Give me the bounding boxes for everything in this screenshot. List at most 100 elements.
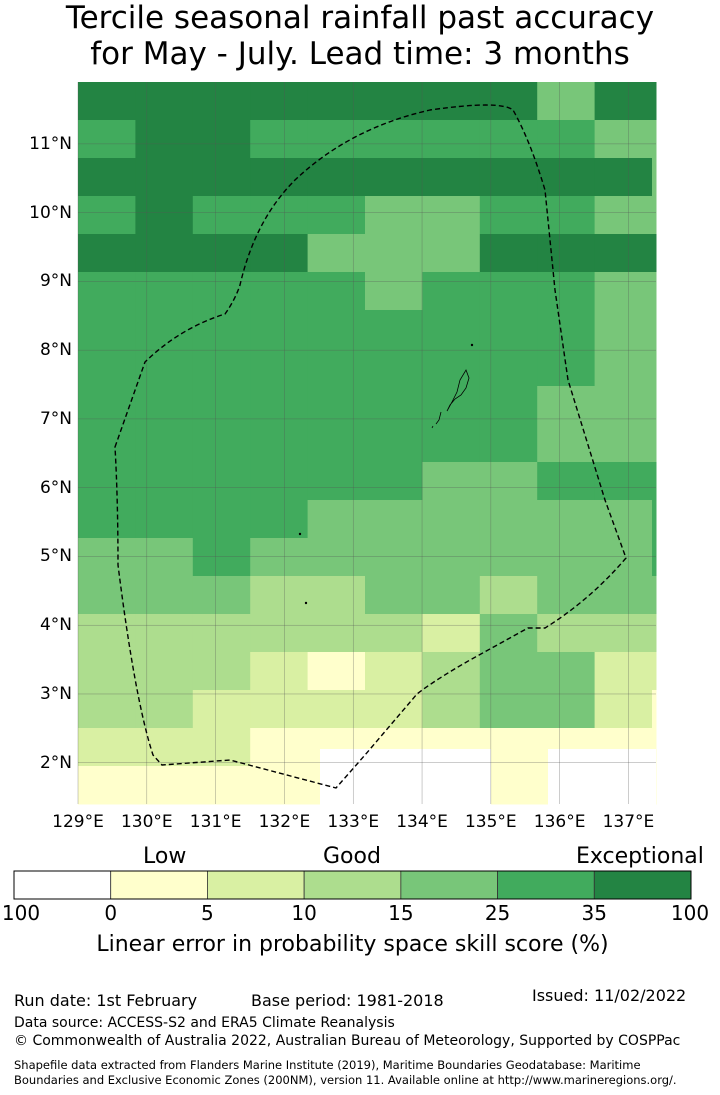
category-exceptional-label: Exceptional [576,844,704,869]
grid-cell [365,652,423,691]
grid-cell [479,272,538,311]
grid-cell [365,576,423,615]
colorbar-bin [110,870,208,900]
grid-cell [422,82,481,121]
grid-cell [135,82,194,121]
shapefile-credit-line-2: Boundaries and Exclusive Economic Zones … [14,1073,677,1087]
grid-cell [135,234,194,273]
grid-cell [307,538,366,577]
grid-cell [78,500,136,539]
grid-cell [250,462,309,501]
grid-cell [652,120,657,159]
grid-cell [78,424,136,463]
grid-cell [192,234,251,273]
latitude-label: 10°N [29,202,72,223]
grid-cell [250,348,309,387]
category-good-label: Good [323,844,381,869]
grid-cell [78,652,136,691]
run-date: Run date: 1st February [14,991,198,1010]
grid-cell [78,462,136,501]
grid-cell [652,158,657,197]
grid-cell [652,348,657,387]
grid-cell [479,538,538,577]
grid-cell [422,614,481,653]
grid-cell [135,576,194,615]
grid-cell [365,82,423,121]
grid-cell [250,196,309,235]
grid-cell [78,272,136,311]
grid-cell [594,196,653,235]
grid-cell [135,766,194,805]
grid-cell [78,310,136,349]
grid-cell [537,690,596,729]
grid-cell [307,82,366,121]
grid-cell [652,576,657,615]
grid-cell [594,576,653,615]
grid-cell [479,424,538,463]
grid-cell [192,728,251,767]
grid-cell [192,424,251,463]
grid-cell [422,120,481,159]
grid-cell [307,614,366,653]
grid-cell [422,272,481,311]
latitude-label: 5°N [39,546,72,567]
grid-cell [320,749,491,805]
tobi-island [298,532,302,536]
grid-cell [422,386,481,425]
grid-cell [479,386,538,425]
grid-cell [78,196,136,235]
grid-cell [537,348,596,387]
colorbar-bin [593,870,692,900]
grid-cell [250,728,309,767]
grid-cell [537,386,596,425]
shapefile-credit-line-1: Shapefile data extracted from Flanders M… [14,1058,641,1072]
grid-cell [192,538,251,577]
grid-cell [250,576,309,615]
grid-cell [135,196,194,235]
grid-cell [192,500,251,539]
grid-cell [192,462,251,501]
grid-cell [307,120,366,159]
grid-cell [307,310,366,349]
grid-cell [250,766,309,805]
grid-cell [307,576,366,615]
grid-cell [78,386,136,425]
colorbar [13,870,692,900]
grid-cell [422,196,481,235]
grid-cell [307,462,366,501]
grid-cell [192,196,251,235]
grid-cell [537,652,596,691]
grid-cell [78,348,136,387]
colorbar-title: Linear error in probability space skill … [96,932,609,957]
grid-cell [652,614,657,653]
grid-cell [594,690,653,729]
grid-cell [365,310,423,349]
grid-cell [135,310,194,349]
grid-cell [192,652,251,691]
grid-cell [135,690,194,729]
longitude-label: 137°E [602,812,655,832]
grid-cell [365,462,423,501]
grid-cell [548,749,656,805]
grid-cell [135,538,194,577]
grid-cell [78,690,136,729]
grid-cell [78,766,136,805]
grid-cell [192,310,251,349]
issued-date: Issued: 11/02/2022 [532,986,687,1005]
grid-cell [479,576,538,615]
grid-cell [250,234,309,273]
colorbar-tick-label: 15 [388,901,414,925]
grid-cell [537,614,596,653]
grid-cell [422,462,481,501]
colorbar-tick-label: 100 [670,901,710,925]
graticule [77,82,656,804]
grid-cell [537,538,596,577]
grid-cell [78,82,136,121]
colorbar-tick-label: 0 [104,901,118,925]
grid-cell [479,690,538,729]
grid-cell [422,348,481,387]
longitude-label: 135°E [464,812,517,832]
grid-cell [250,500,309,539]
grid-cell [537,82,596,121]
grid-cell [365,690,423,729]
